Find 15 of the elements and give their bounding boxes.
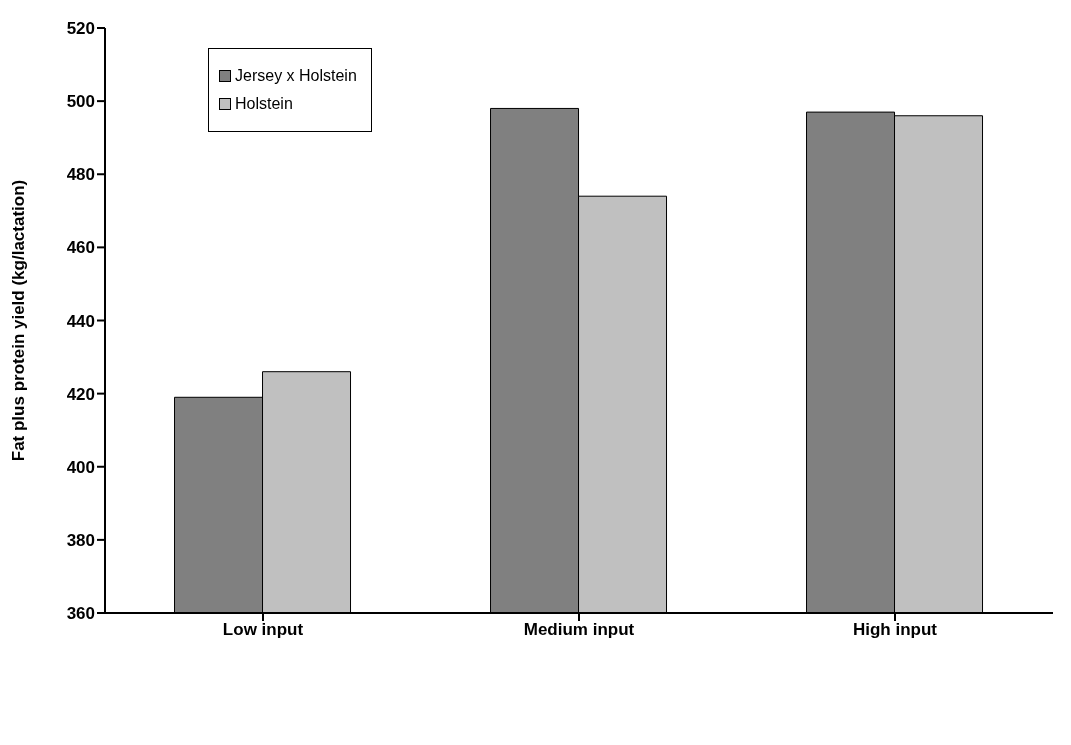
- y-tick-label: 460: [66, 238, 95, 258]
- y-tick-label: 380: [66, 530, 95, 550]
- y-tick-label: 480: [66, 165, 95, 185]
- y-tick-label: 400: [66, 457, 95, 477]
- x-tick-label: Medium input: [523, 620, 635, 640]
- y-tick-label: 520: [66, 19, 95, 39]
- y-tick-label: 500: [66, 92, 95, 112]
- y-tick-label: 360: [66, 604, 95, 624]
- legend-label: Jersey x Holstein: [235, 67, 357, 85]
- x-tick-label: Low input: [222, 620, 304, 640]
- y-axis-title: Fat plus protein yield (kg/lactation): [9, 179, 29, 462]
- legend-label: Holstein: [235, 95, 293, 113]
- y-tick-label: 420: [66, 384, 95, 404]
- y-tick-label: 440: [66, 311, 95, 331]
- x-tick-label: High input: [852, 620, 938, 640]
